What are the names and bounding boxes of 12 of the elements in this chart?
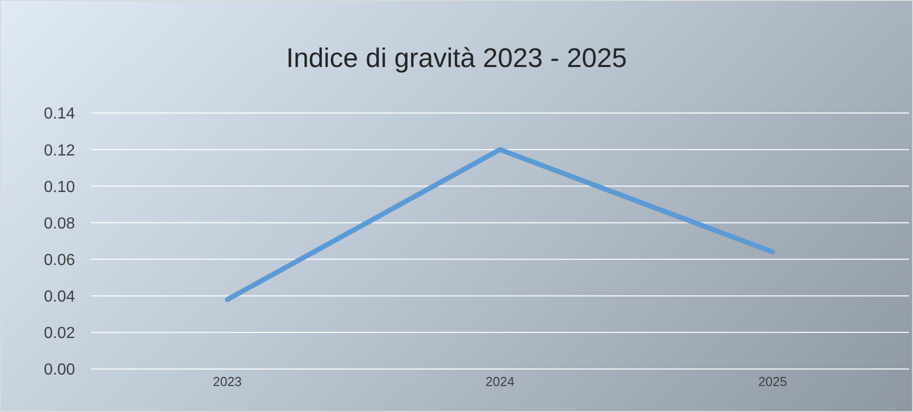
y-tick-label: 0.02 [44,325,76,342]
y-tick-label: 0.14 [44,106,76,123]
y-tick-label: 0.06 [44,252,76,269]
y-tick-label: 0.08 [44,215,76,232]
y-tick-label: 0.12 [44,142,76,160]
x-tick-label: 2025 [758,374,788,390]
y-tick-label: 0.00 [44,362,76,379]
y-tick-label: 0.10 [44,178,76,196]
x-tick-label: 2023 [212,374,242,390]
x-tick-label: 2024 [486,374,514,390]
chart-title: Indice di gravità 2023 - 2025 [285,43,628,74]
y-tick-label: 0.04 [44,288,76,306]
